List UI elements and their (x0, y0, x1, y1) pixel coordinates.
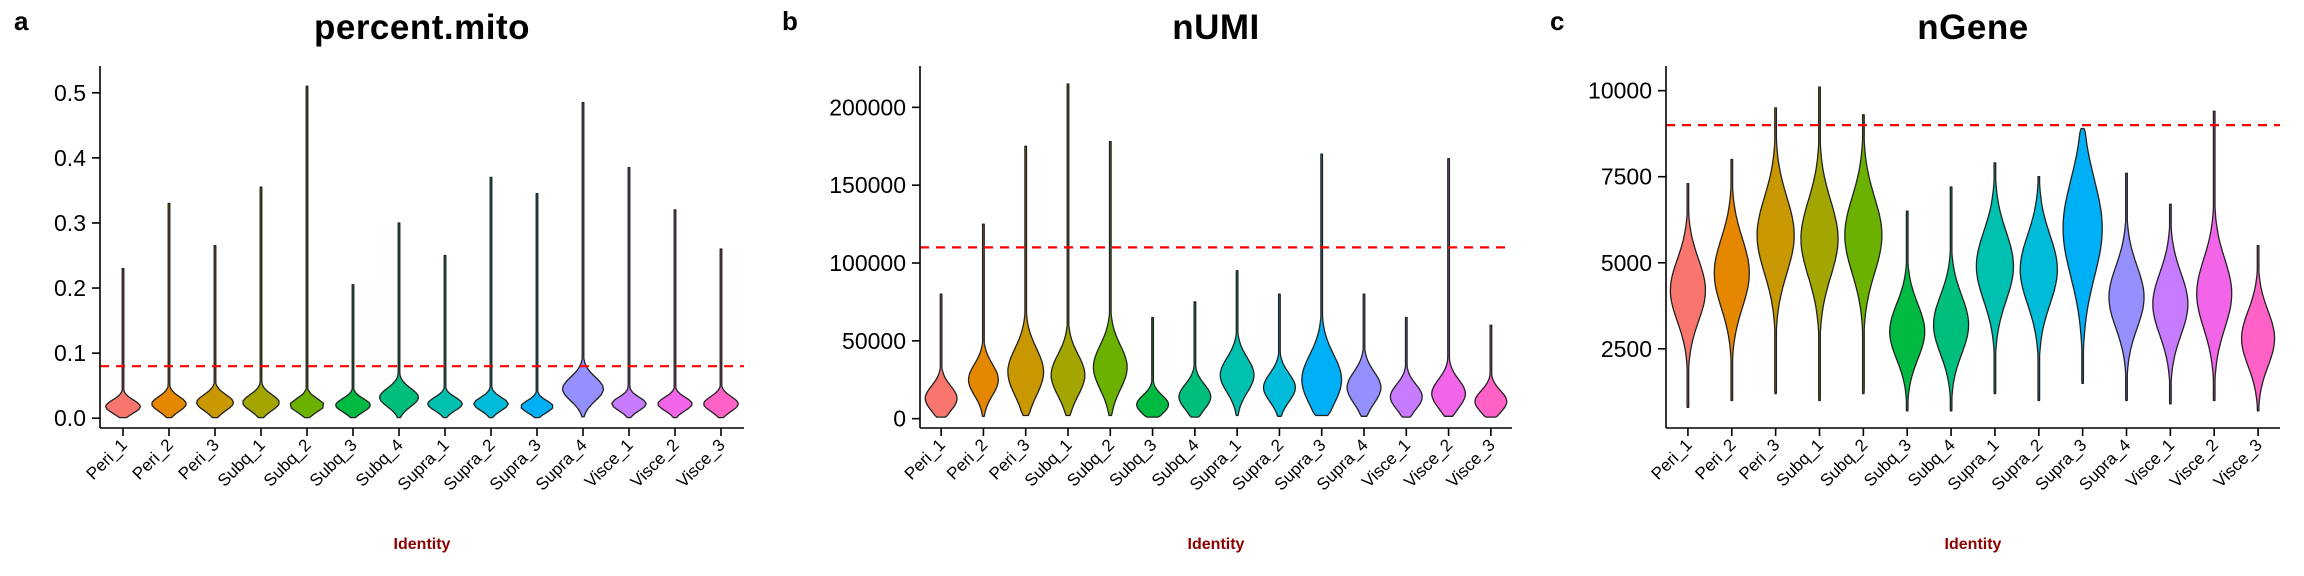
x-axis-label-identity: Identity (1944, 536, 2002, 553)
violin-Subq_3 (1136, 316, 1170, 418)
y-tick-label: 7500 (1601, 164, 1652, 190)
violin-Subq_3 (1889, 210, 1926, 412)
panel-title-ngene: nGene (1917, 8, 2029, 47)
violin-Supra_2 (2019, 176, 2058, 402)
x-tick-label: Subq_3 (306, 435, 361, 490)
violin-Supra_3 (1301, 153, 1343, 417)
violin-Supra_3 (2062, 127, 2103, 384)
violin-Peri_2 (967, 223, 999, 417)
violin-Subq_1 (242, 186, 280, 419)
violin-Visce_3 (703, 248, 739, 419)
violin-Visce_2 (657, 209, 693, 419)
x-tick-label: Peri_1 (1648, 435, 1696, 483)
y-tick-label: 0.2 (54, 275, 86, 301)
panel-letter-b: b (782, 6, 798, 36)
panel-letter-c: c (1550, 6, 1565, 36)
violin-Supra_4 (2108, 172, 2145, 402)
x-tick-label: Peri_1 (83, 435, 131, 483)
x-tick-label: Subq_2 (260, 435, 315, 490)
x-tick-label: Visce_3 (2210, 435, 2266, 491)
violin-Visce_3 (1474, 324, 1508, 418)
y-tick-label: 100000 (829, 250, 906, 276)
y-tick-label: 200000 (829, 94, 906, 120)
violin-Peri_3 (195, 245, 235, 419)
violin-plot-numi: 050000100000150000200000Peri_1Peri_2Peri… (829, 66, 1512, 494)
x-axis-label-identity: Identity (393, 536, 451, 553)
panel-title-percent-mito: percent.mito (313, 8, 531, 47)
x-tick-label: Visce_3 (673, 435, 729, 491)
panel-title-numi: nUMI (1172, 8, 1260, 47)
x-tick-label: Peri_2 (129, 435, 177, 483)
x-tick-label: Peri_2 (1691, 435, 1739, 483)
y-tick-label: 5000 (1601, 250, 1652, 276)
violin-plot-percent-mito: 0.00.10.20.30.40.5Peri_1Peri_2Peri_3Subq… (54, 66, 744, 494)
x-tick-label: Supra_4 (532, 435, 591, 494)
panel-numi: b nUMI 0 50000 100000 150000 200000 Peri_1 Per… (768, 0, 1536, 576)
violin-Supra_3 (520, 193, 554, 419)
violin-Peri_1 (1669, 182, 1707, 408)
violin-Visce_1 (2152, 203, 2189, 405)
x-tick-label: Subq_1 (1772, 435, 1827, 490)
violin-Subq_3 (335, 284, 371, 419)
panel-percent-mito: a percent.mito 0.0 0.1 0.2 0.3 0.4 0.5 Peri_1 P… (0, 0, 768, 576)
violin-Subq_4 (1178, 301, 1212, 418)
y-tick-label: 0.5 (54, 80, 86, 106)
violin-Supra_2 (473, 176, 509, 419)
x-tick-label: Subq_2 (1816, 435, 1871, 490)
y-tick-label: 50000 (842, 328, 906, 354)
violin-Visce_1 (611, 166, 647, 419)
violin-Supra_2 (1262, 293, 1296, 417)
y-tick-label: 2500 (1601, 336, 1652, 362)
y-tick-label: 0.4 (54, 145, 86, 171)
violin-Peri_3 (1756, 107, 1795, 395)
violin-Visce_3 (2240, 244, 2276, 412)
violin-Visce_2 (2196, 110, 2233, 402)
y-tick-label: 0.1 (54, 340, 86, 366)
violin-Supra_1 (427, 254, 463, 419)
violin-Peri_1 (924, 293, 958, 418)
violin-Peri_2 (151, 202, 187, 419)
x-tick-label: Visce_2 (627, 435, 683, 491)
violin-Peri_3 (1007, 145, 1045, 417)
violin-Subq_1 (1800, 86, 1839, 402)
violin-Subq_2 (289, 85, 325, 419)
y-tick-label: 10000 (1588, 78, 1652, 104)
x-tick-label: Visce_1 (581, 435, 637, 491)
violin-Supra_1 (1975, 162, 2015, 395)
panel-ngene: c nGene 2500 5000 7500 10000 Peri_1 Peri_2 Per… (1536, 0, 2304, 576)
x-tick-label: Subq_1 (214, 435, 269, 490)
x-tick-label: Subq_3 (1860, 435, 1915, 490)
violin-Subq_4 (378, 222, 420, 419)
x-axis-label-identity: Identity (1187, 536, 1245, 553)
violin-Peri_2 (1713, 158, 1750, 402)
violin-plot-ngene: 25005000750010000Peri_1Peri_2Peri_3Subq_… (1588, 66, 2280, 494)
violin-Visce_2 (1431, 158, 1467, 417)
violin-Subq_4 (1932, 186, 1970, 412)
y-tick-label: 150000 (829, 172, 906, 198)
panel-letter-a: a (14, 6, 29, 36)
violin-Visce_1 (1389, 316, 1423, 418)
x-tick-label: Peri_1 (901, 435, 949, 483)
violin-Peri_1 (105, 267, 141, 419)
x-tick-label: Peri_2 (943, 435, 991, 483)
violin-Supra_4 (1346, 293, 1382, 417)
violin-Subq_1 (1050, 83, 1086, 417)
y-tick-label: 0.3 (54, 210, 86, 236)
y-tick-label: 0.0 (54, 405, 86, 431)
violin-Supra_1 (1219, 270, 1255, 417)
violin-Subq_2 (1844, 114, 1883, 395)
y-tick-label: 0 (893, 406, 906, 432)
violin-Subq_2 (1092, 140, 1128, 417)
violin-Supra_4 (561, 101, 605, 418)
